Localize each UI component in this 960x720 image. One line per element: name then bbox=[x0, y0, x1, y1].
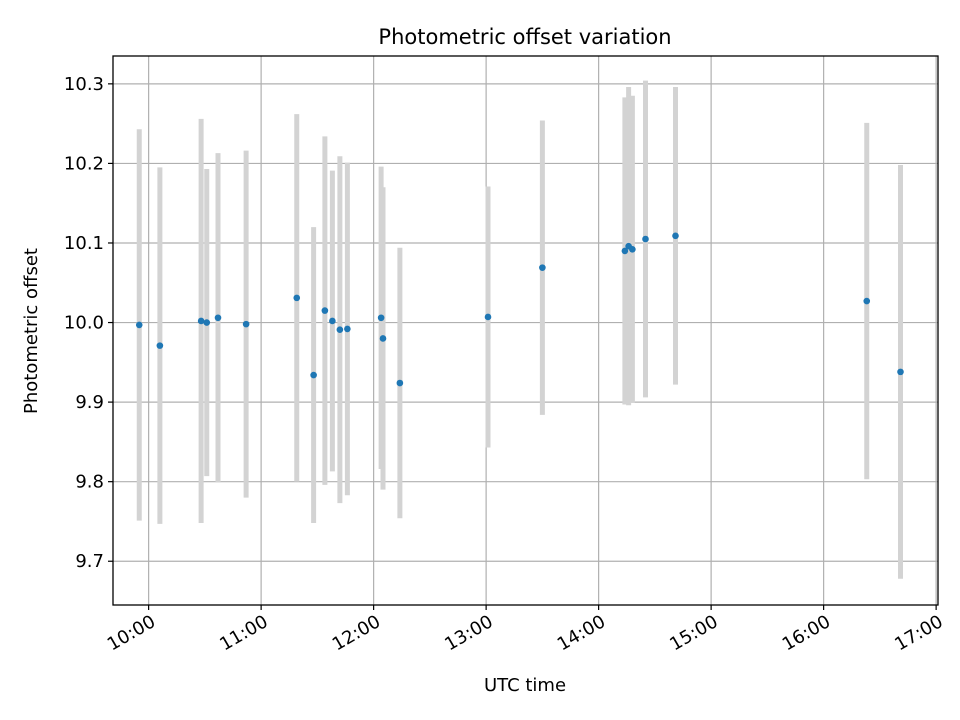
data-point bbox=[336, 326, 344, 334]
data-point bbox=[310, 371, 317, 379]
data-point bbox=[897, 368, 904, 376]
data-point bbox=[293, 294, 301, 302]
y-tick-label: 10.3 bbox=[64, 74, 104, 95]
data-point bbox=[629, 246, 636, 253]
x-tick-label: 12:00 bbox=[329, 611, 384, 655]
y-tick-label: 9.8 bbox=[75, 472, 104, 493]
data-point bbox=[621, 247, 629, 255]
data-points bbox=[135, 232, 904, 387]
data-point bbox=[321, 307, 329, 314]
data-point bbox=[242, 320, 250, 328]
data-point bbox=[396, 379, 404, 387]
error-bars bbox=[136, 80, 903, 579]
x-axis-label: UTC time bbox=[484, 675, 566, 696]
data-point bbox=[156, 342, 164, 349]
x-tick-label: 17:00 bbox=[891, 611, 946, 655]
grid bbox=[113, 56, 938, 605]
data-point bbox=[329, 317, 336, 325]
x-tick-label: 11:00 bbox=[216, 611, 271, 655]
y-tick-label: 10.1 bbox=[64, 233, 104, 254]
data-point bbox=[379, 335, 387, 342]
y-tick-label: 9.9 bbox=[75, 392, 104, 413]
x-tick-label: 16:00 bbox=[779, 611, 834, 655]
data-point bbox=[197, 317, 205, 325]
data-point bbox=[539, 264, 546, 271]
data-point bbox=[484, 313, 492, 321]
data-point bbox=[203, 319, 211, 326]
data-point bbox=[135, 321, 143, 329]
data-point bbox=[863, 297, 871, 305]
data-point bbox=[672, 232, 679, 240]
chart-title: Photometric offset variation bbox=[378, 25, 671, 49]
y-axis-label: Photometric offset bbox=[21, 248, 42, 414]
x-tick-label: 14:00 bbox=[554, 611, 609, 655]
x-axis-ticks: 10:00 11:00 12:00 13:00 14:00 15:00 16:00 17:00 bbox=[104, 605, 947, 655]
y-tick-label: 10.0 bbox=[64, 313, 104, 334]
x-tick-label: 13:00 bbox=[441, 611, 496, 655]
y-tick-label: 9.7 bbox=[75, 551, 104, 572]
data-point bbox=[214, 314, 222, 322]
data-point bbox=[642, 235, 649, 243]
plot-frame bbox=[112, 55, 939, 606]
data-point bbox=[377, 314, 385, 322]
y-tick-label: 10.2 bbox=[64, 153, 104, 174]
y-axis-ticks: 9.7 9.8 9.9 10.0 10.1 10.2 10.3 bbox=[64, 74, 113, 572]
x-tick-label: 10:00 bbox=[104, 611, 159, 655]
data-point bbox=[344, 325, 351, 333]
x-tick-label: 15:00 bbox=[666, 611, 721, 655]
